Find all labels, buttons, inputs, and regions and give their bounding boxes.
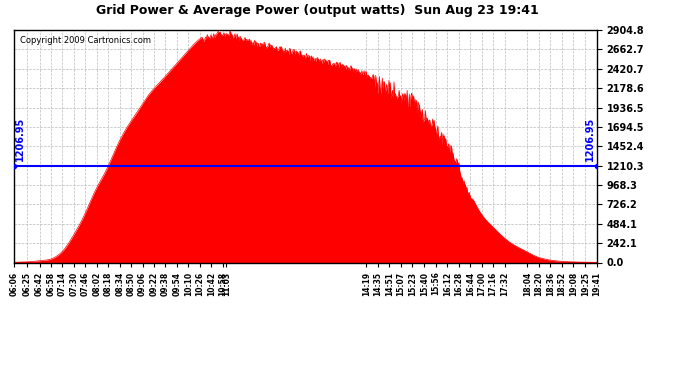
Text: 1206.95: 1206.95 — [585, 117, 595, 161]
Text: Grid Power & Average Power (output watts)  Sun Aug 23 19:41: Grid Power & Average Power (output watts… — [96, 4, 539, 17]
Text: 1206.95: 1206.95 — [15, 117, 26, 161]
Text: Copyright 2009 Cartronics.com: Copyright 2009 Cartronics.com — [19, 36, 150, 45]
